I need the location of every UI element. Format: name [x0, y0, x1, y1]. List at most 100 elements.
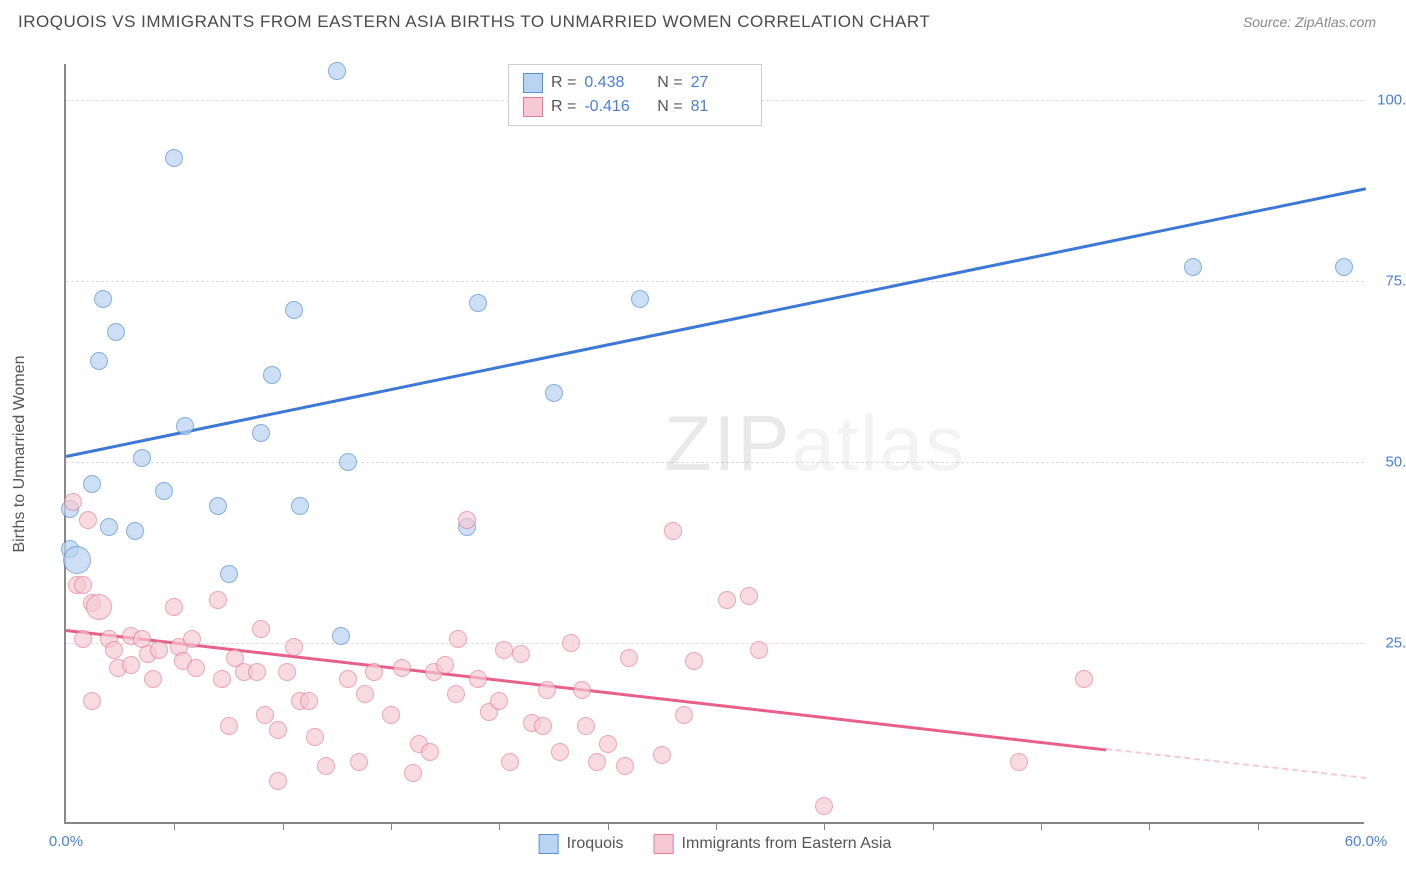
data-point	[545, 384, 563, 402]
data-point	[393, 659, 411, 677]
data-point	[356, 685, 374, 703]
data-point	[365, 663, 383, 681]
legend-swatch	[654, 834, 674, 854]
data-point	[588, 753, 606, 771]
legend-item: Immigrants from Eastern Asia	[654, 834, 892, 854]
data-point	[1184, 258, 1202, 276]
data-point	[718, 591, 736, 609]
data-point	[562, 634, 580, 652]
data-point	[458, 511, 476, 529]
data-point	[1075, 670, 1093, 688]
x-tick-mark	[824, 822, 825, 830]
data-point	[213, 670, 231, 688]
r-label: R =	[551, 98, 576, 116]
data-point	[577, 717, 595, 735]
data-point	[79, 511, 97, 529]
data-point	[155, 482, 173, 500]
data-point	[122, 656, 140, 674]
x-tick-mark	[1041, 822, 1042, 830]
data-point	[248, 663, 266, 681]
data-point	[306, 728, 324, 746]
data-point	[285, 301, 303, 319]
legend-swatch	[539, 834, 559, 854]
data-point	[285, 638, 303, 656]
y-tick-label: 25.0%	[1385, 635, 1406, 652]
data-point	[815, 797, 833, 815]
trend-line-dash	[1106, 748, 1366, 779]
data-point	[469, 670, 487, 688]
data-point	[165, 598, 183, 616]
data-point	[107, 323, 125, 341]
data-point	[490, 692, 508, 710]
n-label: N =	[648, 74, 682, 92]
source-attribution: Source: ZipAtlas.com	[1243, 14, 1376, 30]
data-point	[64, 493, 82, 511]
data-point	[495, 641, 513, 659]
data-point	[105, 641, 123, 659]
n-value: 81	[691, 98, 747, 116]
stats-row: R = 0.438 N = 27	[523, 71, 747, 95]
data-point	[675, 706, 693, 724]
data-point	[100, 518, 118, 536]
data-point	[63, 546, 91, 574]
r-value: 0.438	[584, 74, 640, 92]
x-tick-label: 0.0%	[49, 833, 83, 850]
data-point	[501, 753, 519, 771]
data-point	[469, 294, 487, 312]
data-point	[404, 764, 422, 782]
x-tick-mark	[1258, 822, 1259, 830]
data-point	[1335, 258, 1353, 276]
data-point	[332, 627, 350, 645]
data-point	[599, 735, 617, 753]
chart-container: Births to Unmarried Women 25.0%50.0%75.0…	[50, 50, 1390, 840]
x-tick-mark	[716, 822, 717, 830]
data-point	[740, 587, 758, 605]
data-point	[551, 743, 569, 761]
legend-label: Iroquois	[567, 835, 624, 853]
data-point	[74, 630, 92, 648]
x-tick-mark	[608, 822, 609, 830]
y-tick-label: 100.0%	[1377, 92, 1406, 109]
data-point	[263, 366, 281, 384]
data-point	[317, 757, 335, 775]
data-point	[616, 757, 634, 775]
data-point	[90, 352, 108, 370]
x-tick-mark	[1149, 822, 1150, 830]
data-point	[512, 645, 530, 663]
data-point	[631, 290, 649, 308]
y-axis-label: Births to Unmarried Women	[11, 355, 29, 552]
legend: Iroquois Immigrants from Eastern Asia	[539, 834, 892, 854]
gridline	[66, 643, 1364, 644]
data-point	[449, 630, 467, 648]
data-point	[83, 475, 101, 493]
data-point	[74, 576, 92, 594]
data-point	[664, 522, 682, 540]
legend-label: Immigrants from Eastern Asia	[682, 835, 892, 853]
gridline	[66, 462, 1364, 463]
y-tick-label: 75.0%	[1385, 273, 1406, 290]
data-point	[252, 424, 270, 442]
data-point	[83, 692, 101, 710]
x-tick-label: 60.0%	[1345, 833, 1388, 850]
data-point	[447, 685, 465, 703]
n-label: N =	[648, 98, 682, 116]
data-point	[209, 591, 227, 609]
data-point	[339, 453, 357, 471]
legend-item: Iroquois	[539, 834, 624, 854]
gridline	[66, 281, 1364, 282]
data-point	[269, 772, 287, 790]
data-point	[278, 663, 296, 681]
data-point	[620, 649, 638, 667]
data-point	[209, 497, 227, 515]
data-point	[382, 706, 400, 724]
data-point	[220, 717, 238, 735]
data-point	[421, 743, 439, 761]
data-point	[436, 656, 454, 674]
r-label: R =	[551, 74, 576, 92]
data-point	[1010, 753, 1028, 771]
data-point	[328, 62, 346, 80]
data-point	[685, 652, 703, 670]
data-point	[350, 753, 368, 771]
n-value: 27	[691, 74, 747, 92]
stats-box: R =0.438 N =27R =-0.416 N =81	[508, 64, 762, 126]
